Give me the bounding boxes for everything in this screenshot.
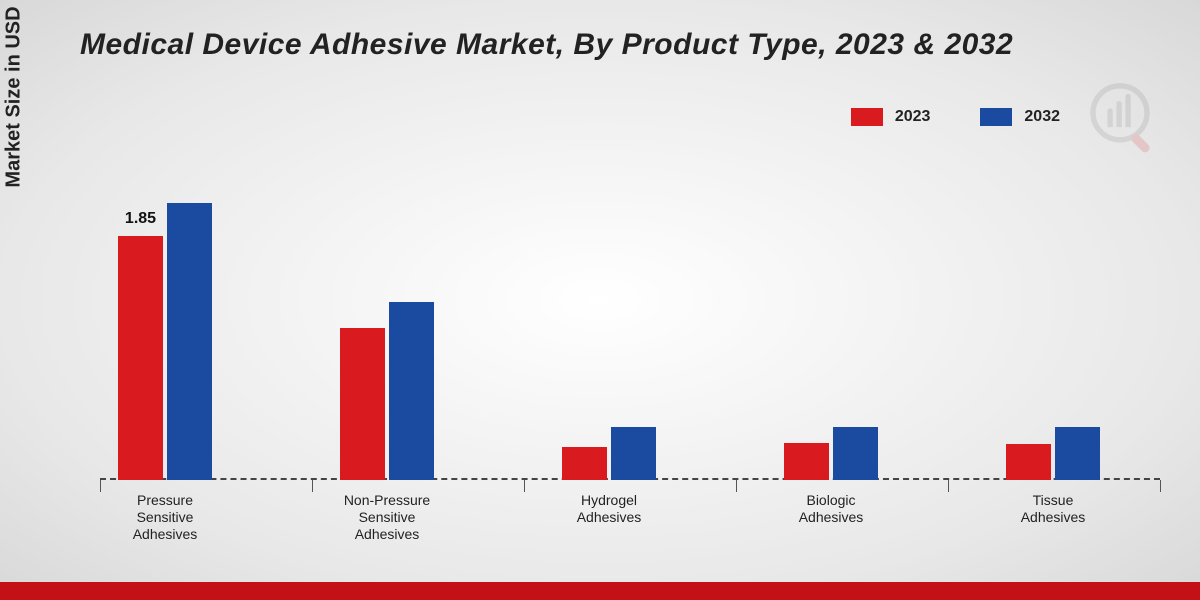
x-tick (736, 480, 737, 492)
x-tick (1160, 480, 1161, 492)
chart-plot-area: 1.85 (100, 150, 1160, 480)
bar (611, 427, 656, 480)
bar (784, 443, 829, 480)
footer-bar (0, 582, 1200, 600)
bar-value-label: 1.85 (118, 210, 163, 228)
bar-group (784, 427, 878, 480)
x-axis-label: TissueAdhesives (973, 492, 1133, 526)
x-axis-label: HydrogelAdhesives (529, 492, 689, 526)
bar-group (562, 427, 656, 480)
x-axis-label: Non-PressureSensitiveAdhesives (307, 492, 467, 542)
x-tick (312, 480, 313, 492)
legend: 2023 2032 (851, 108, 1060, 126)
bar: 1.85 (118, 236, 163, 480)
legend-item-2032: 2032 (980, 108, 1060, 126)
chart-title: Medical Device Adhesive Market, By Produ… (80, 28, 1013, 62)
x-axis-label: PressureSensitiveAdhesives (85, 492, 245, 542)
bar (340, 328, 385, 480)
x-axis-label: BiologicAdhesives (751, 492, 911, 526)
legend-swatch-2023 (851, 108, 883, 126)
bar (389, 302, 434, 480)
x-tick (948, 480, 949, 492)
x-tick (100, 480, 101, 492)
bar (1006, 444, 1051, 480)
bar (167, 203, 212, 480)
legend-swatch-2032 (980, 108, 1012, 126)
bar (833, 427, 878, 480)
bar-group (340, 302, 434, 480)
bar-group (1006, 427, 1100, 480)
y-axis-label: Market Size in USD Billion (3, 0, 26, 188)
legend-label-2032: 2032 (1024, 108, 1060, 126)
legend-label-2023: 2023 (895, 108, 931, 126)
legend-item-2023: 2023 (851, 108, 931, 126)
bar-group: 1.85 (118, 203, 212, 480)
bar (562, 447, 607, 480)
x-tick (524, 480, 525, 492)
bar (1055, 427, 1100, 480)
x-axis-labels: PressureSensitiveAdhesivesNon-PressureSe… (100, 492, 1160, 552)
